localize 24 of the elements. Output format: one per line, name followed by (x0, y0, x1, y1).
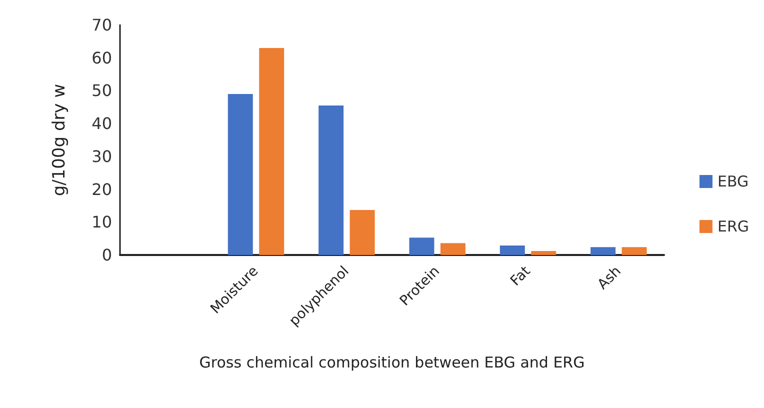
y-tick-label: 30 (92, 146, 112, 166)
y-tick-label: 50 (92, 81, 112, 100)
legend-label: ERG (717, 218, 750, 236)
bar (622, 247, 647, 255)
y-tick-label: 40 (92, 114, 112, 134)
x-axis-title: Gross chemical composition between EBG and ERG (199, 354, 585, 372)
y-tick-label: 70 (92, 16, 112, 34)
bar (350, 210, 375, 255)
bar (531, 251, 556, 255)
bar (228, 94, 253, 255)
y-axis-title: g/100g dry w (50, 84, 70, 196)
y-tick-label: 20 (92, 180, 112, 199)
y-tick-label: 60 (92, 48, 112, 68)
y-tick-label: 0 (102, 246, 112, 264)
bar (259, 48, 284, 255)
x-tick-label: Ash (594, 263, 624, 293)
bar (500, 245, 525, 255)
legend-label: EBG (717, 172, 749, 190)
bar (590, 247, 616, 255)
x-tick-label: Fat (508, 262, 534, 290)
bar (409, 238, 434, 255)
bar (440, 243, 466, 255)
y-tick-label: 10 (92, 212, 112, 232)
bar (318, 106, 344, 255)
